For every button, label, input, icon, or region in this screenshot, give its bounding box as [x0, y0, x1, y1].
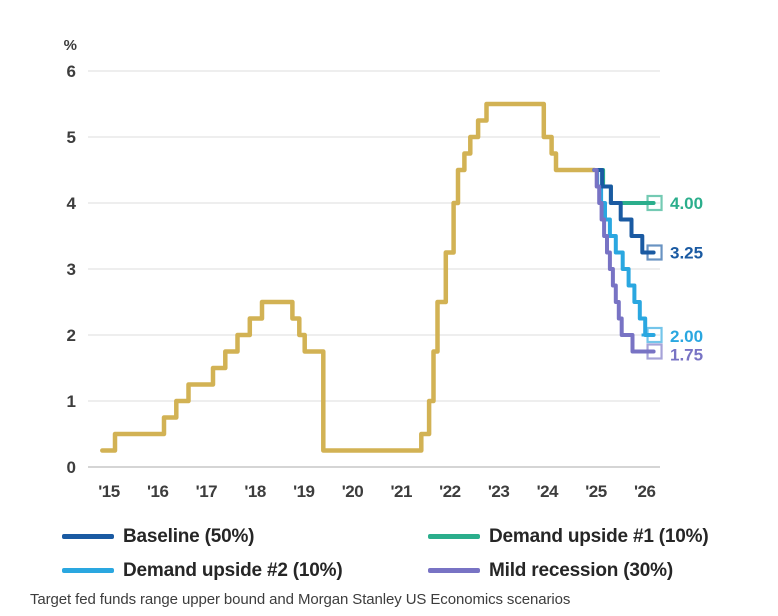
- x-tick-label-21: '21: [390, 482, 411, 501]
- y-tick-label-4: 4: [67, 194, 77, 213]
- legend-item-demand-upside-1: Demand upside #1 (10%): [428, 524, 752, 549]
- y-tick-label-1: 1: [67, 392, 76, 411]
- x-tick-label-20: '20: [342, 482, 363, 501]
- y-tick-label-6: 6: [67, 62, 76, 81]
- x-tick-label-16: '16: [147, 482, 168, 501]
- x-tick-label-26: '26: [634, 482, 655, 501]
- legend-item-demand-upside-2: Demand upside #2 (10%): [62, 558, 428, 583]
- x-tick-label-23: '23: [488, 482, 509, 501]
- x-tick-label-22: '22: [439, 482, 460, 501]
- y-tick-label-2: 2: [67, 326, 76, 345]
- legend-swatch-demand-upside-2: [62, 568, 114, 573]
- legend-label-mild-recession: Mild recession (30%): [489, 559, 673, 581]
- legend-item-baseline: Baseline (50%): [62, 524, 428, 549]
- series-line-mild-recession: [592, 168, 656, 354]
- end-value-label-demand-upside-2: 2.00: [670, 327, 703, 346]
- end-marker-square-mild-recession: [646, 343, 663, 360]
- end-marker-square-demand-upside-1: [646, 194, 663, 212]
- legend-label-demand-upside-2: Demand upside #2 (10%): [123, 559, 343, 581]
- y-axis-unit-label: %: [64, 37, 77, 54]
- end-value-label-mild-recession: 1.75: [670, 346, 703, 365]
- series-line-history: [100, 101, 597, 453]
- end-value-label-demand-upside-1: 4.00: [670, 194, 703, 213]
- legend-item-mild-recession: Mild recession (30%): [428, 558, 752, 583]
- y-tick-label-0: 0: [67, 458, 76, 477]
- end-value-label-baseline: 3.25: [670, 244, 703, 263]
- legend-swatch-baseline: [62, 534, 114, 539]
- legend-label-baseline: Baseline (50%): [123, 525, 255, 547]
- y-tick-label-5: 5: [67, 128, 76, 147]
- legend-label-demand-upside-1: Demand upside #1 (10%): [489, 525, 709, 547]
- chart-caption: Target fed funds range upper bound and M…: [30, 591, 571, 608]
- end-marker-square-baseline: [646, 244, 663, 261]
- y-tick-label-3: 3: [67, 260, 76, 279]
- x-tick-label-15: '15: [98, 482, 119, 501]
- end-marker-square-demand-upside-2: [646, 326, 663, 344]
- x-tick-label-18: '18: [244, 482, 265, 501]
- x-tick-label-17: '17: [196, 482, 217, 501]
- x-tick-label-25: '25: [585, 482, 606, 501]
- legend-swatch-mild-recession: [428, 568, 480, 573]
- legend-swatch-demand-upside-1: [428, 534, 480, 539]
- series-line-baseline: [592, 168, 656, 255]
- x-tick-label-19: '19: [293, 482, 314, 501]
- chart-legend: Baseline (50%) Demand upside #1 (10%) De…: [62, 524, 752, 583]
- x-tick-label-24: '24: [537, 482, 559, 501]
